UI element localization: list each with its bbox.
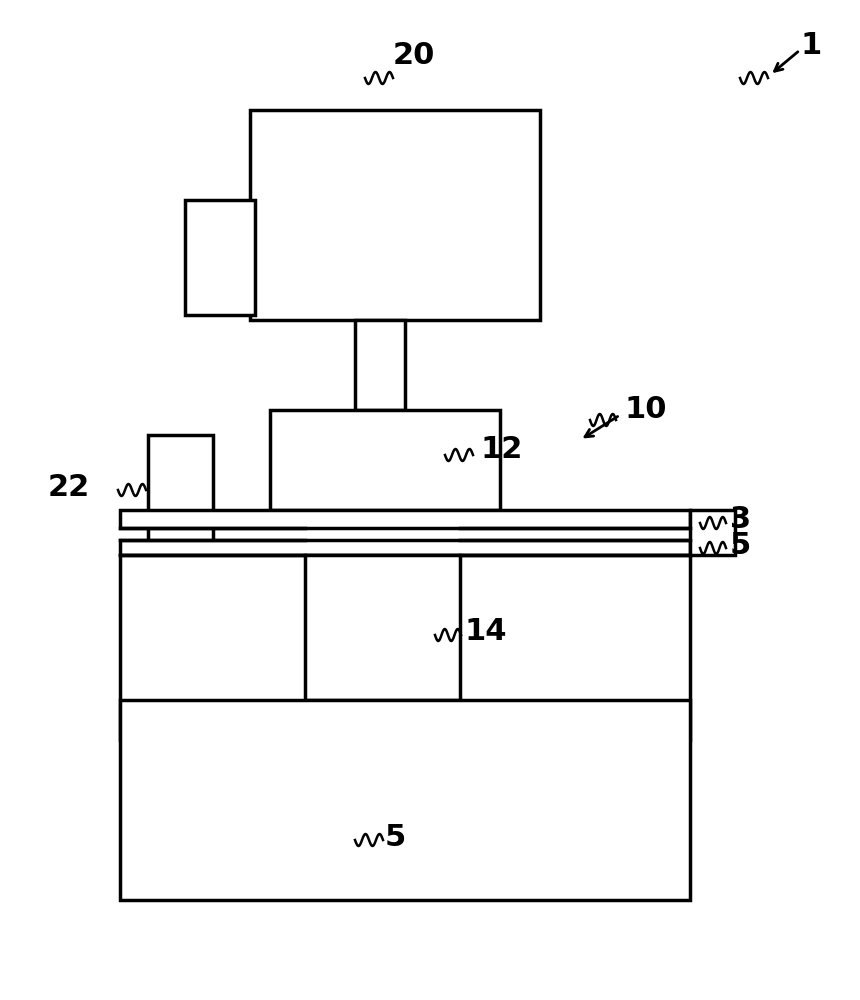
Bar (270, 410, 500, 510)
Bar (148, 435, 213, 555)
Text: 20: 20 (393, 40, 435, 70)
Bar (397, 740, 425, 870)
Text: 10: 10 (625, 395, 667, 424)
Bar (120, 700, 690, 900)
Bar (690, 510, 735, 555)
Text: 1: 1 (800, 30, 821, 60)
Bar (185, 200, 255, 315)
Bar (305, 555, 460, 700)
Bar (250, 110, 540, 320)
Text: 12: 12 (480, 436, 522, 464)
Text: 5: 5 (385, 822, 406, 852)
Bar (120, 555, 690, 740)
Text: 3: 3 (730, 506, 751, 534)
Text: 22: 22 (48, 474, 90, 502)
Bar (355, 320, 405, 410)
Text: 5: 5 (730, 530, 752, 560)
Text: 14: 14 (465, 617, 507, 647)
Bar (338, 740, 366, 870)
Bar (120, 510, 690, 528)
Bar (120, 540, 690, 555)
